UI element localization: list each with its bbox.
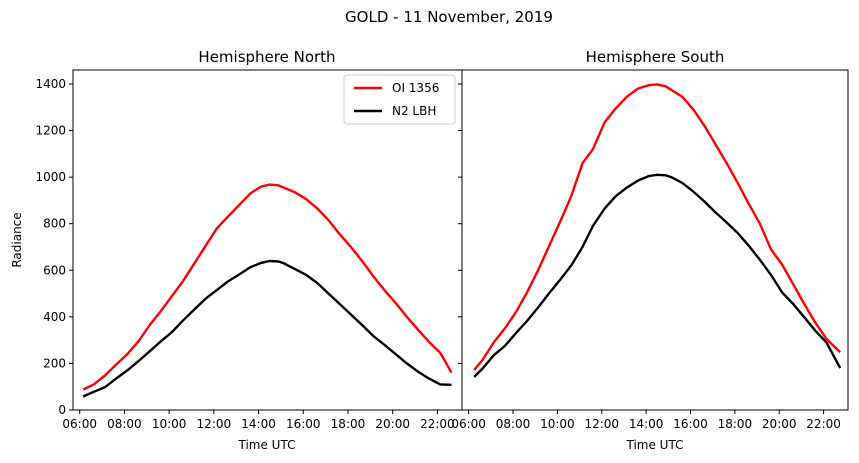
y-tick-label: 0 <box>58 403 66 417</box>
figure-suptitle: GOLD - 11 November, 2019 <box>345 8 553 26</box>
x-tick-label: 18:00 <box>718 417 753 431</box>
y-tick-label: 1200 <box>35 124 66 138</box>
x-tick-label: 20:00 <box>762 417 797 431</box>
x-tick-label: 18:00 <box>331 417 366 431</box>
axes-hemisphere-north: Hemisphere North Radiance Time UTC 06:00… <box>10 48 463 452</box>
x-tick-label: 14:00 <box>241 417 276 431</box>
x-tick-label: 14:00 <box>629 417 664 431</box>
legend-label-n2-lbh: N2 LBH <box>392 104 436 118</box>
y-tick-label: 800 <box>43 217 66 231</box>
x-tick-label: 08:00 <box>496 417 531 431</box>
axes-title-north: Hemisphere North <box>198 48 335 66</box>
axes-title-south: Hemisphere South <box>586 48 725 66</box>
x-axis-label-south: Time UTC <box>626 438 684 452</box>
x-tick-label: 20:00 <box>375 417 410 431</box>
x-tick-label: 16:00 <box>673 417 708 431</box>
x-tick-label: 12:00 <box>584 417 619 431</box>
series-line-oi-1356-north <box>82 183 453 391</box>
y-tick-label: 1400 <box>35 77 66 91</box>
series-line-n2-lbh-north <box>82 259 452 398</box>
x-tick-label: 10:00 <box>152 417 187 431</box>
x-tick-label: 16:00 <box>286 417 321 431</box>
y-tick-label: 400 <box>43 310 66 324</box>
axes-frame-south <box>461 69 849 411</box>
x-tick-label: 06:00 <box>62 417 97 431</box>
x-axis-label-north: Time UTC <box>238 438 296 452</box>
x-tick-label: 10:00 <box>540 417 575 431</box>
series-line-oi-1356-south <box>473 83 842 371</box>
series-line-n2-lbh-south <box>473 173 842 378</box>
x-tick-label: 22:00 <box>420 417 455 431</box>
x-tick-label: 06:00 <box>451 417 486 431</box>
x-tick-label: 22:00 <box>806 417 841 431</box>
y-tick-label: 200 <box>43 356 66 370</box>
y-tick-label: 1000 <box>35 170 66 184</box>
legend: OI 1356 N2 LBH <box>343 74 456 125</box>
axes-hemisphere-south: Hemisphere South Time UTC 06:00 08:00 10:0… <box>451 48 849 452</box>
y-axis-label: Radiance <box>10 212 24 267</box>
y-tick-label: 600 <box>43 263 66 277</box>
x-tick-label: 08:00 <box>107 417 142 431</box>
x-tick-label: 12:00 <box>197 417 232 431</box>
legend-label-oi-1356: OI 1356 <box>392 81 439 95</box>
